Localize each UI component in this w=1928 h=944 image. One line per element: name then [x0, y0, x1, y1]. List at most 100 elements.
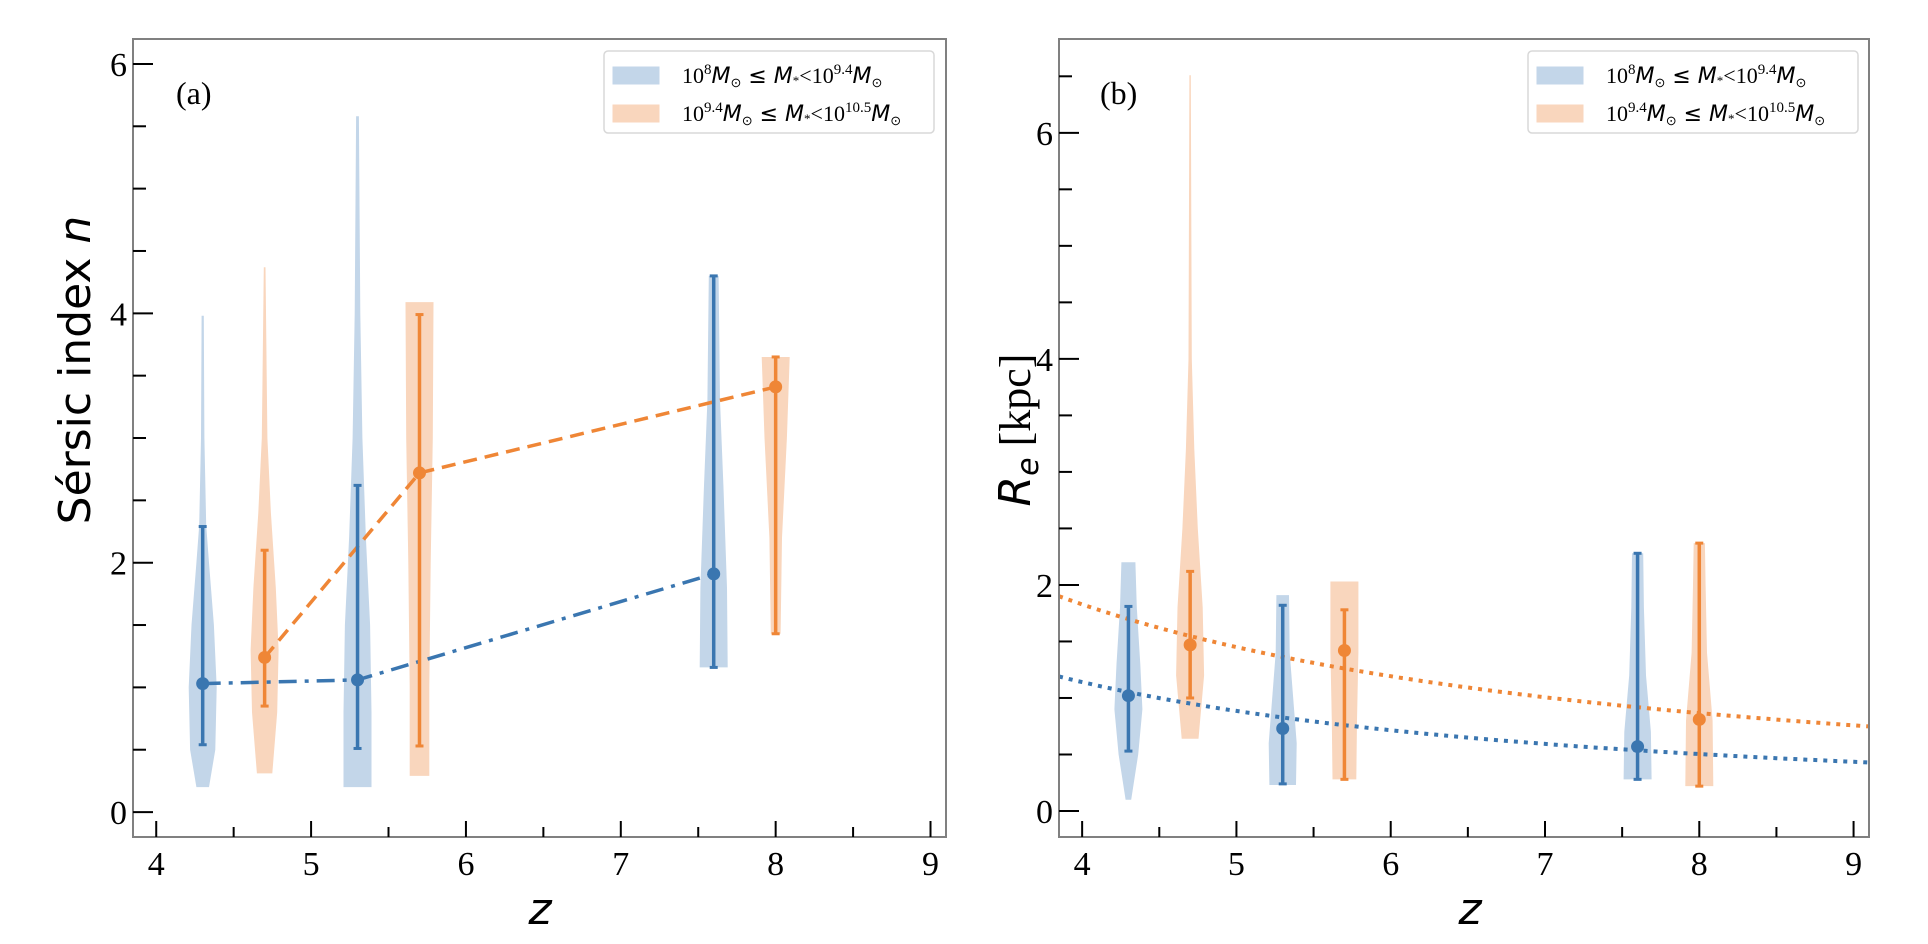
legend-label-high_mass: 109.4M⊙ ≤ M*<1010.5M⊙ — [1606, 100, 1825, 128]
legend-text-part: 10 — [682, 63, 704, 88]
panel-a-x-axis-label: z — [527, 884, 552, 935]
panel-a-label: (a) — [176, 75, 212, 111]
median-marker — [258, 650, 272, 664]
panel-a-violins — [188, 116, 790, 788]
x-tick-label: 9 — [1845, 846, 1862, 883]
legend-label-low_mass: 108M⊙ ≤ M*<109.4M⊙ — [682, 62, 882, 90]
legend-text-part: * — [793, 73, 800, 88]
median-marker — [1183, 638, 1197, 652]
legend-text-part: 10 — [1606, 101, 1628, 126]
legend-text-part: * — [804, 111, 811, 126]
median-marker — [412, 466, 426, 480]
panel-a-y-axis-label: Sérsic index n — [50, 216, 101, 525]
median-marker — [196, 677, 210, 691]
panel-b-x-axis-label: z — [1457, 884, 1482, 935]
legend-text-part: 8 — [1628, 62, 1636, 78]
legend-text-part: 9.4 — [1628, 100, 1647, 116]
median-marker — [1276, 721, 1290, 735]
y-tick-label: 0 — [110, 795, 127, 832]
y-tick-label: 4 — [1036, 342, 1053, 379]
legend-text-part: ⊙ — [1654, 75, 1665, 90]
y-tick-label: 6 — [1036, 116, 1053, 153]
x-tick-label: 6 — [1382, 846, 1399, 883]
legend-text-part: * — [1728, 111, 1735, 126]
legend-text-part: ⊙ — [890, 113, 901, 128]
legend-text-part: M — [712, 64, 731, 89]
legend-text-part: 10 — [682, 101, 704, 126]
legend-text-part: ⊙ — [730, 75, 741, 90]
legend-text-part: ⊙ — [871, 75, 882, 90]
legend-text-part: ⊙ — [1795, 75, 1806, 90]
panel-b-fit-curves — [1058, 594, 1870, 765]
median-marker — [1337, 643, 1351, 657]
plot-frame — [1058, 38, 1870, 838]
legend-swatch-high_mass — [1536, 104, 1584, 123]
legend-text-part: ⊙ — [1814, 113, 1825, 128]
panel-b-y-axis-label: Re [kpc] — [990, 354, 1046, 507]
violin-low_mass — [343, 116, 372, 788]
legend-text-part: <10 — [799, 63, 833, 88]
legend-text-part: 9.4 — [704, 100, 723, 116]
panel-b-violins — [1114, 75, 1714, 800]
legend-box — [603, 50, 935, 134]
panel-a-ticks: 4 5 6 7 8 9 0 2 4 6 — [110, 47, 939, 883]
panel-b-frame — [1058, 38, 1870, 838]
legend-text-part: M — [1795, 102, 1814, 127]
violin-high_mass — [1176, 75, 1205, 739]
legend-text-part: M — [1776, 64, 1795, 89]
panel-a-legend: 108M⊙ ≤ M*<109.4M⊙109.4M⊙ ≤ M*<1010.5M⊙ — [603, 50, 935, 134]
legend-text-part: ⊙ — [742, 113, 753, 128]
y-tick-label: 6 — [110, 47, 127, 84]
panel-b-label: (b) — [1100, 75, 1137, 111]
median-marker — [351, 673, 365, 687]
legend-text-part: ≤ M — [753, 102, 804, 127]
legend-text-part: M — [1647, 102, 1666, 127]
median-marker — [1631, 740, 1645, 754]
panel-b-legend: 108M⊙ ≤ M*<109.4M⊙109.4M⊙ ≤ M*<1010.5M⊙ — [1527, 50, 1859, 134]
x-tick-label: 4 — [148, 846, 165, 883]
legend-text-part: 9.4 — [834, 62, 853, 78]
legend-swatch-low_mass — [1536, 66, 1584, 85]
panel-a-connecting-lines — [202, 385, 777, 686]
legend-swatch-high_mass — [612, 104, 660, 123]
panel-a-error-bars — [196, 274, 783, 750]
legend-text-part: 10.5 — [1769, 100, 1795, 116]
x-tick-label: 7 — [1537, 846, 1554, 883]
legend-text-part: M — [723, 102, 742, 127]
fit-curve-low_mass — [1058, 674, 1870, 765]
legend-text-part: M — [1636, 64, 1655, 89]
x-tick-label: 8 — [767, 846, 784, 883]
legend-text-part: <10 — [1723, 63, 1757, 88]
median-marker — [1121, 689, 1135, 703]
legend-text-part: 10.5 — [845, 100, 871, 116]
legend-text-part: 8 — [704, 62, 712, 78]
legend-swatch-low_mass — [612, 66, 660, 85]
legend-text-part: <10 — [1735, 101, 1769, 126]
panel-b-ticks: 4 5 6 7 8 9 0 2 4 6 — [1036, 75, 1862, 883]
legend-text-part: ⊙ — [1666, 113, 1677, 128]
fit-curve-high_mass — [1058, 594, 1870, 729]
x-tick-label: 4 — [1074, 846, 1091, 883]
median-line-low_mass — [202, 572, 715, 686]
x-tick-label: 9 — [922, 846, 939, 883]
y-tick-label: 2 — [1036, 568, 1053, 605]
median-marker — [707, 567, 721, 581]
median-marker — [1692, 712, 1706, 726]
legend-text-part: M — [852, 64, 871, 89]
legend-box — [1527, 50, 1859, 134]
y-tick-label: 2 — [110, 546, 127, 583]
legend-text-part: ≤ M — [741, 64, 792, 89]
median-line-high_mass — [263, 385, 777, 659]
legend-text-part: <10 — [811, 101, 845, 126]
x-tick-label: 8 — [1691, 846, 1708, 883]
legend-text-part: 9.4 — [1758, 62, 1777, 78]
y-tick-label: 4 — [110, 296, 127, 333]
legend-label-high_mass: 109.4M⊙ ≤ M*<1010.5M⊙ — [682, 100, 901, 128]
legend-text-part: * — [1717, 73, 1724, 88]
x-tick-label: 5 — [303, 846, 320, 883]
legend-text-part: 10 — [1606, 63, 1628, 88]
legend-label-low_mass: 108M⊙ ≤ M*<109.4M⊙ — [1606, 62, 1806, 90]
